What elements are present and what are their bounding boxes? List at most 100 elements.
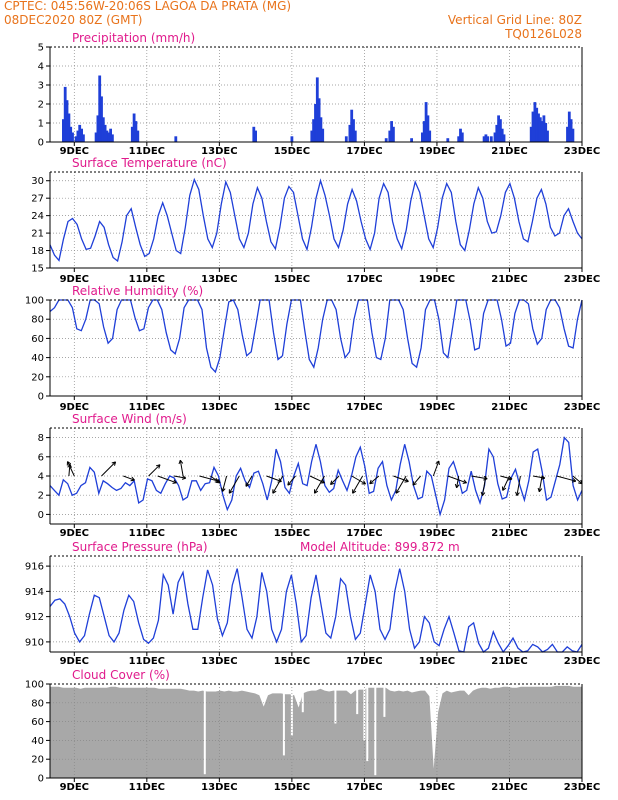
x-tick-label: 15DEC — [274, 402, 310, 413]
panel-3: 0 2 4 6 8 9DEC 11DEC 13DEC 15DEC 17DEC 19DEC 21DEC 2… — [38, 412, 601, 539]
wind-arrow-head — [502, 486, 507, 491]
wind-arrow — [101, 461, 116, 477]
y-tick-label: 0 — [38, 510, 44, 521]
x-tick-label: 19DEC — [419, 146, 455, 157]
precip-bar — [103, 124, 107, 142]
x-tick-label: 13DEC — [201, 528, 237, 539]
precip-bar — [457, 136, 461, 142]
x-tick-label: 11DEC — [129, 782, 165, 793]
precip-bar — [538, 117, 542, 142]
header-station: CPTEC: 045:56W-20:06S LAGOA DA PRATA (MG… — [4, 0, 291, 13]
precip-bar — [569, 119, 573, 142]
precip-bar — [571, 128, 575, 142]
precip-bar — [502, 134, 506, 142]
x-tick-label: 13DEC — [201, 274, 237, 285]
wind-arrow — [447, 475, 467, 484]
precip-bar — [422, 121, 426, 142]
y-tick-label: 8 — [38, 433, 44, 444]
precip-bar — [94, 132, 98, 142]
y-tick-label: 4 — [38, 472, 44, 483]
panel-2: 0 20 40 60 80 100 9DEC 11DEC 13DEC 15DEC 17DEC 19DE… — [25, 284, 600, 413]
wind-arrow — [500, 475, 513, 480]
wind-arrow — [412, 475, 421, 486]
x-tick-label: 19DEC — [419, 402, 455, 413]
precip-bar — [537, 113, 540, 142]
wind-arrow-head — [66, 461, 72, 466]
x-tick-label: 23DEC — [564, 146, 600, 157]
x-tick-label: 23DEC — [564, 402, 600, 413]
precip-bar — [489, 136, 493, 142]
precip-bar — [567, 111, 571, 142]
cloud-dip-8 — [374, 684, 377, 776]
precip-bar — [319, 117, 323, 142]
y-tick-label: 27 — [31, 194, 44, 205]
precip-bar — [484, 134, 488, 142]
precip-bar — [105, 130, 109, 142]
wind-arrow — [157, 475, 177, 484]
y-tick-label: 21 — [31, 229, 44, 240]
y-tick-label: 0 — [38, 138, 44, 149]
x-tick-label: 9DEC — [60, 782, 89, 793]
precip-bar — [98, 75, 102, 142]
panel-title: Surface Wind (m/s) — [72, 412, 187, 426]
precip-bar — [544, 123, 548, 142]
wind-arrow — [572, 475, 583, 485]
wind-arrow — [393, 475, 409, 482]
precip-bar — [410, 138, 413, 142]
precip-bar — [352, 119, 355, 142]
y-tick-label: 5 — [38, 43, 44, 54]
precip-bar — [111, 134, 114, 142]
wind-arrow — [538, 475, 543, 492]
precip-bar — [459, 128, 462, 142]
precip-bar — [317, 98, 321, 142]
wind-arrow-head — [404, 478, 409, 483]
wind-arrow — [432, 460, 440, 477]
cloud-dip-6 — [363, 684, 366, 741]
wind-arrow — [67, 461, 75, 477]
y-tick-label: 4 — [38, 62, 44, 73]
precip-bar — [421, 132, 424, 142]
precip-bar — [82, 134, 85, 142]
wind-arrow — [228, 475, 240, 494]
wind-arrow-head — [537, 487, 543, 493]
y-tick-label: 40 — [31, 353, 44, 364]
x-tick-label: 21DEC — [491, 528, 527, 539]
wind-arrow — [210, 475, 221, 484]
wind-arrow-head — [480, 491, 486, 497]
precip-bar — [482, 136, 486, 142]
precip-bar — [546, 130, 549, 142]
wind-arrow — [179, 460, 184, 477]
wind-arrow — [395, 475, 407, 494]
precip-bar — [136, 130, 140, 142]
precip-bar — [533, 102, 537, 142]
cloud-dip-0 — [203, 684, 206, 775]
cloud-dip-2 — [290, 684, 293, 736]
wind-arrow-head — [361, 480, 367, 485]
x-tick-label: 9DEC — [60, 656, 89, 667]
series-line-1 — [49, 177, 583, 263]
wind-arrow-head — [352, 489, 357, 494]
cloud-dip-7 — [366, 684, 369, 762]
panel-5: 0 20 40 60 80 100 9DEC 11DEC 13DEC 15DEC 17DEC 19DE… — [25, 668, 600, 793]
wind-arrow-head — [155, 464, 161, 469]
precip-bar — [74, 136, 78, 142]
x-tick-label: 15DEC — [274, 782, 310, 793]
x-tick-label: 11DEC — [129, 274, 165, 285]
x-tick-label: 23DEC — [564, 656, 600, 667]
y-tick-label: 80 — [31, 315, 44, 326]
y-tick-label: 40 — [31, 736, 44, 747]
precip-bar — [100, 96, 103, 142]
wind-arrow — [516, 475, 521, 496]
precip-bar — [348, 124, 352, 142]
wind-arrow-head — [395, 489, 400, 494]
wind-arrow — [148, 464, 161, 477]
precip-bar — [107, 132, 111, 142]
wind-arrow-head — [216, 479, 221, 484]
y-tick-label: 0 — [38, 774, 44, 785]
wind-arrow-head — [172, 479, 177, 484]
y-tick-label: 20 — [31, 372, 44, 383]
y-tick-label: 2 — [38, 491, 44, 502]
wind-arrow — [173, 475, 186, 479]
x-tick-label: 9DEC — [60, 146, 89, 157]
